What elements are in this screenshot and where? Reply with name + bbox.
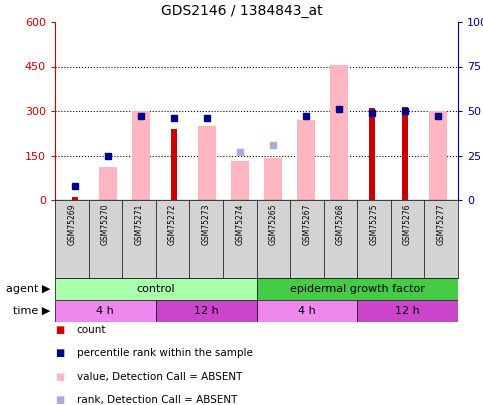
Bar <box>55 278 256 300</box>
Text: GSM75270: GSM75270 <box>101 204 110 245</box>
Text: ■: ■ <box>55 325 64 335</box>
Text: time ▶: time ▶ <box>13 306 50 316</box>
Bar <box>297 120 315 200</box>
Text: count: count <box>77 325 106 335</box>
Text: GSM75268: GSM75268 <box>336 204 345 245</box>
Text: control: control <box>136 284 175 294</box>
Bar <box>429 111 447 200</box>
Text: 12 h: 12 h <box>395 306 420 316</box>
Bar <box>132 111 150 200</box>
Bar <box>369 108 375 200</box>
Text: value, Detection Call = ABSENT: value, Detection Call = ABSENT <box>77 372 242 382</box>
Text: GSM75265: GSM75265 <box>269 204 278 245</box>
Bar <box>256 278 458 300</box>
Bar <box>357 300 458 322</box>
Text: ■: ■ <box>55 395 64 405</box>
Bar <box>198 126 216 200</box>
Bar <box>402 107 408 200</box>
Text: GSM75272: GSM75272 <box>168 204 177 245</box>
Text: GDS2146 / 1384843_at: GDS2146 / 1384843_at <box>161 4 322 18</box>
Text: GSM75271: GSM75271 <box>134 204 143 245</box>
Text: GSM75276: GSM75276 <box>403 204 412 245</box>
Text: GSM75277: GSM75277 <box>437 204 446 245</box>
Bar <box>330 65 348 200</box>
Text: 4 h: 4 h <box>298 306 316 316</box>
Bar <box>256 300 357 322</box>
Text: GSM75275: GSM75275 <box>369 204 379 245</box>
Bar <box>156 300 256 322</box>
Bar <box>72 197 78 200</box>
Bar <box>55 300 156 322</box>
Text: agent ▶: agent ▶ <box>6 284 50 294</box>
Text: ■: ■ <box>55 348 64 358</box>
Text: GSM75269: GSM75269 <box>67 204 76 245</box>
Bar <box>171 129 177 200</box>
Text: 4 h: 4 h <box>97 306 114 316</box>
Text: percentile rank within the sample: percentile rank within the sample <box>77 348 253 358</box>
Text: 12 h: 12 h <box>194 306 218 316</box>
Bar <box>99 167 117 200</box>
Bar <box>231 162 249 200</box>
Text: GSM75267: GSM75267 <box>302 204 312 245</box>
Text: epidermal growth factor: epidermal growth factor <box>290 284 425 294</box>
Bar <box>264 158 282 200</box>
Text: rank, Detection Call = ABSENT: rank, Detection Call = ABSENT <box>77 395 237 405</box>
Text: ■: ■ <box>55 372 64 382</box>
Text: GSM75274: GSM75274 <box>235 204 244 245</box>
Text: GSM75273: GSM75273 <box>201 204 211 245</box>
